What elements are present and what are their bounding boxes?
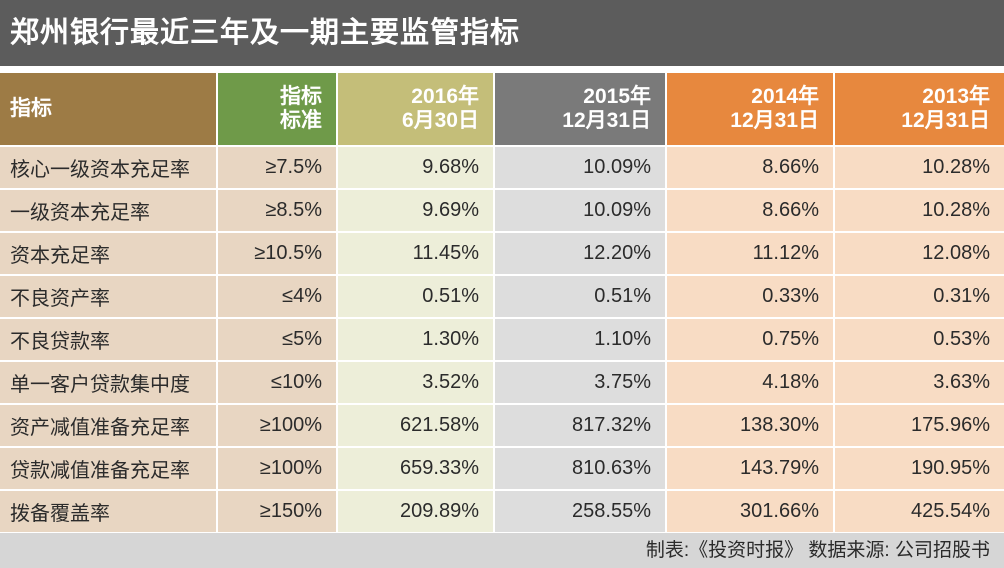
value-2013: 190.95%: [835, 448, 1004, 491]
header-label: 指标: [10, 97, 52, 120]
table-row: 不良贷款率 ≤5% 1.30% 1.10% 0.75% 0.53%: [0, 319, 1004, 362]
value-2015: 10.09%: [495, 190, 667, 233]
header-indicator: 指标: [0, 73, 218, 145]
value-2013: 10.28%: [835, 190, 1004, 233]
value-2016-h1: 9.69%: [338, 190, 495, 233]
table-row: 贷款减值准备充足率 ≥100% 659.33% 810.63% 143.79% 190.9…: [0, 448, 1004, 491]
table-row: 资本充足率 ≥10.5% 11.45% 12.20% 11.12% 12.08%: [0, 233, 1004, 276]
indicator-name: 核心一级资本充足率: [0, 147, 218, 190]
value-2015: 12.20%: [495, 233, 667, 276]
header-2016-h1: 2016年 6月30日: [338, 73, 495, 145]
value-2015: 258.55%: [495, 491, 667, 534]
indicator-name: 一级资本充足率: [0, 190, 218, 233]
value-2014: 8.66%: [667, 147, 835, 190]
header-label: 2016年 6月30日: [401, 85, 479, 132]
indicator-name: 资产减值准备充足率: [0, 405, 218, 448]
indicator-name: 贷款减值准备充足率: [0, 448, 218, 491]
table-row: 核心一级资本充足率 ≥7.5% 9.68% 10.09% 8.66% 10.28%: [0, 147, 1004, 190]
indicator-name: 资本充足率: [0, 233, 218, 276]
indicator-name: 不良贷款率: [0, 319, 218, 362]
value-2015: 1.10%: [495, 319, 667, 362]
standard-value: ≥8.5%: [218, 190, 338, 233]
value-2014: 4.18%: [667, 362, 835, 405]
value-2013: 12.08%: [835, 233, 1004, 276]
value-2015: 817.32%: [495, 405, 667, 448]
standard-value: ≤5%: [218, 319, 338, 362]
value-2013: 3.63%: [835, 362, 1004, 405]
value-2016-h1: 9.68%: [338, 147, 495, 190]
value-2013: 175.96%: [835, 405, 1004, 448]
table-row: 不良资产率 ≤4% 0.51% 0.51% 0.33% 0.31%: [0, 276, 1004, 319]
value-2016-h1: 1.30%: [338, 319, 495, 362]
value-2014: 11.12%: [667, 233, 835, 276]
value-2014: 143.79%: [667, 448, 835, 491]
table-row: 单一客户贷款集中度 ≤10% 3.52% 3.75% 4.18% 3.63%: [0, 362, 1004, 405]
table-header-row: 指标 指标 标准 2016年 6月30日 2015年 12月31日 2014年 12月3…: [0, 73, 1004, 145]
value-2016-h1: 621.58%: [338, 405, 495, 448]
value-2014: 301.66%: [667, 491, 835, 534]
header-2013: 2013年 12月31日: [835, 73, 1004, 145]
header-standard: 指标 标准: [218, 73, 338, 145]
value-2016-h1: 3.52%: [338, 362, 495, 405]
value-2014: 138.30%: [667, 405, 835, 448]
regulatory-indicators-table: 指标 指标 标准 2016年 6月30日 2015年 12月31日 2014年 12月3…: [0, 73, 1004, 534]
header-label: 2014年 12月31日: [730, 85, 819, 132]
standard-value: ≥7.5%: [218, 147, 338, 190]
header-label: 2015年 12月31日: [562, 85, 651, 132]
page-title: 郑州银行最近三年及一期主要监管指标: [0, 0, 1004, 66]
value-2015: 0.51%: [495, 276, 667, 319]
indicator-name: 单一客户贷款集中度: [0, 362, 218, 405]
value-2013: 425.54%: [835, 491, 1004, 534]
value-2015: 3.75%: [495, 362, 667, 405]
value-2013: 0.31%: [835, 276, 1004, 319]
standard-value: ≥10.5%: [218, 233, 338, 276]
value-2013: 0.53%: [835, 319, 1004, 362]
value-2015: 810.63%: [495, 448, 667, 491]
table-row: 一级资本充足率 ≥8.5% 9.69% 10.09% 8.66% 10.28%: [0, 190, 1004, 233]
table-row: 资产减值准备充足率 ≥100% 621.58% 817.32% 138.30% 175.9…: [0, 405, 1004, 448]
standard-value: ≥100%: [218, 405, 338, 448]
indicator-name: 不良资产率: [0, 276, 218, 319]
value-2014: 0.75%: [667, 319, 835, 362]
table-row: 拨备覆盖率 ≥150% 209.89% 258.55% 301.66% 425.54%: [0, 491, 1004, 534]
header-2014: 2014年 12月31日: [667, 73, 835, 145]
value-2016-h1: 11.45%: [338, 233, 495, 276]
table-body: 核心一级资本充足率 ≥7.5% 9.68% 10.09% 8.66% 10.28% 一级资本…: [0, 147, 1004, 534]
header-label: 2013年 12月31日: [901, 85, 990, 132]
value-2013: 10.28%: [835, 147, 1004, 190]
value-2016-h1: 209.89%: [338, 491, 495, 534]
value-2016-h1: 0.51%: [338, 276, 495, 319]
value-2016-h1: 659.33%: [338, 448, 495, 491]
header-label: 指标 标准: [280, 85, 322, 132]
header-2015: 2015年 12月31日: [495, 73, 667, 145]
standard-value: ≥100%: [218, 448, 338, 491]
value-2014: 0.33%: [667, 276, 835, 319]
standard-value: ≤10%: [218, 362, 338, 405]
standard-value: ≥150%: [218, 491, 338, 534]
value-2014: 8.66%: [667, 190, 835, 233]
standard-value: ≤4%: [218, 276, 338, 319]
value-2015: 10.09%: [495, 147, 667, 190]
source-note: 制表:《投资时报》 数据来源: 公司招股书: [0, 533, 1004, 568]
indicator-name: 拨备覆盖率: [0, 491, 218, 534]
